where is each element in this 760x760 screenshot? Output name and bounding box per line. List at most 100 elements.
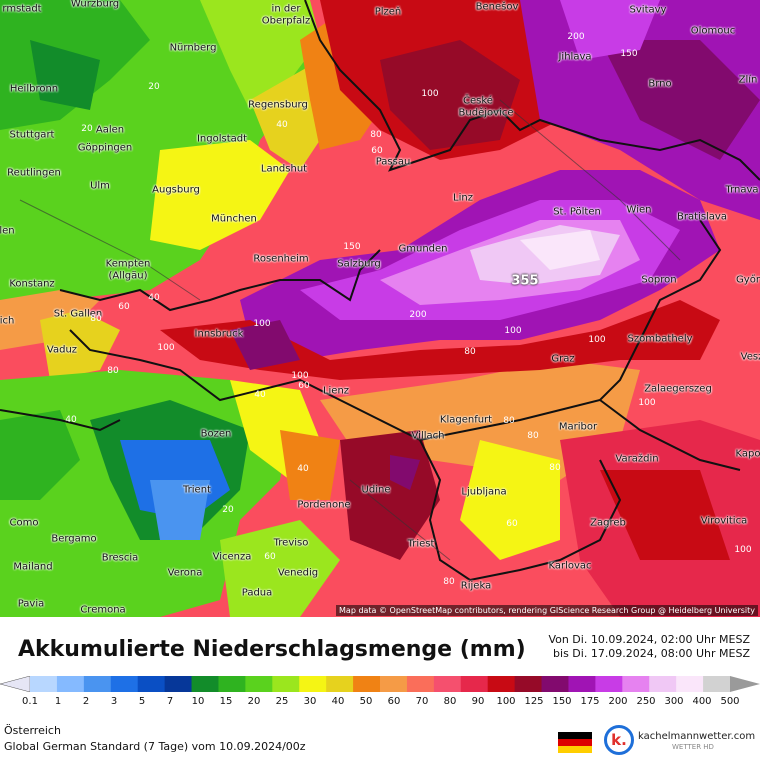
scale-swatch	[326, 676, 354, 692]
city-label: Brno	[648, 78, 672, 90]
contour-label: 100	[588, 335, 606, 345]
contour-label: 100	[291, 371, 309, 381]
city-label: Ulm	[90, 180, 110, 192]
scale-swatch	[245, 676, 273, 692]
scale-tick-label: 0.1	[22, 696, 38, 707]
scale-swatch	[433, 676, 462, 692]
city-label: Rijeka	[460, 580, 492, 592]
city-label: Passau	[375, 156, 411, 168]
contour-label: 80	[90, 314, 102, 324]
contour-label: 60	[118, 302, 130, 312]
scale-tick-label: 200	[608, 696, 628, 707]
city-label: (Allgäu)	[108, 270, 148, 282]
color-scale-bar	[0, 676, 760, 692]
scale-tick-label: 3	[110, 696, 118, 707]
scale-tick-label: 5	[138, 696, 146, 707]
contour-label: 60	[371, 146, 383, 156]
city-label: Heilbronn	[9, 83, 59, 95]
scale-swatch	[30, 676, 58, 692]
scale-swatch	[541, 676, 569, 692]
city-label: Rosenheim	[253, 253, 309, 265]
scale-swatch	[514, 676, 543, 692]
flag-stripe	[558, 746, 592, 753]
scale-arrow-left	[0, 676, 31, 692]
contour-label: 20	[81, 124, 93, 134]
contour-label: 80	[464, 347, 476, 357]
scale-arrow-right	[730, 676, 760, 692]
city-label: Pavia	[17, 598, 45, 610]
scale-swatch	[703, 676, 731, 692]
contour-label: 40	[297, 464, 309, 474]
city-label: Regensburg	[248, 99, 308, 111]
city-label: Sopron	[641, 274, 677, 286]
city-label: Vicenza	[212, 551, 252, 563]
city-label: Reutlingen	[7, 167, 61, 179]
city-label: Oberpfalz	[261, 15, 311, 27]
city-label: Maribor	[558, 421, 598, 433]
legend-title: Akkumulierte Niederschlagsmenge (mm)	[18, 637, 526, 662]
city-label: Vesz	[740, 351, 760, 363]
city-label: Svitavy	[629, 4, 667, 16]
city-label: len	[0, 225, 15, 237]
precipitation-map[interactable]: Würzburg rmstadt in der Oberpfalz Plzeň Beneš…	[0, 0, 760, 617]
period-text: Von Di. 10.09.2024, 02:00 Uhr MESZ bis D…	[548, 633, 750, 661]
city-label: Treviso	[273, 537, 309, 549]
scale-tick-label: 50	[359, 696, 373, 707]
city-label: Benešov	[475, 1, 519, 13]
city-label: Gmunden	[398, 243, 448, 255]
peak-value-label: 355	[511, 273, 539, 289]
scale-swatch	[622, 676, 650, 692]
city-label: Padua	[241, 587, 273, 599]
contour-label: 100	[421, 89, 439, 99]
city-label: in der	[271, 3, 301, 15]
flag-stripe	[558, 739, 592, 746]
scale-swatch	[218, 676, 246, 692]
scale-tick-label: 100	[496, 696, 516, 707]
contour-label: 80	[549, 463, 561, 473]
brand-name[interactable]: kachelmannwetter.com	[638, 731, 756, 742]
scale-swatch	[568, 676, 596, 692]
precipitation-field	[0, 0, 760, 617]
city-label: Trnava	[725, 184, 759, 196]
city-label: Zlín	[738, 74, 758, 86]
city-label: Venedig	[277, 567, 319, 579]
scale-tick-label: 90	[471, 696, 485, 707]
city-label: Bergamo	[51, 533, 97, 545]
city-label: Linz	[453, 192, 473, 204]
city-label: Jihlava	[558, 51, 592, 63]
city-label: Lienz	[322, 385, 350, 397]
scale-tick-label: 15	[219, 696, 233, 707]
scale-tick-label: 30	[303, 696, 317, 707]
contour-label: 100	[253, 319, 271, 329]
city-label: Aalen	[95, 124, 125, 136]
scale-tick-label: 70	[415, 696, 429, 707]
scale-tick-label: 40	[331, 696, 345, 707]
city-label: Augsburg	[152, 184, 200, 196]
city-label: Stuttgart	[9, 129, 55, 141]
kachelmann-logo-icon[interactable]: k.	[604, 725, 634, 755]
city-label: Verona	[167, 567, 203, 579]
scale-tick-label: 80	[443, 696, 457, 707]
scale-tick-label: 60	[387, 696, 401, 707]
scale-swatch	[299, 676, 327, 692]
city-label: Vaduz	[46, 344, 78, 356]
map-attribution[interactable]: Map data © OpenStreetMap contributors, r…	[336, 605, 758, 616]
city-label: Varaždin	[615, 453, 659, 465]
region-name: Österreich	[4, 724, 61, 737]
city-label: Villach	[411, 430, 445, 442]
city-label: Győr	[736, 274, 760, 286]
contour-label: 40	[65, 415, 77, 425]
contour-label: 200	[567, 32, 585, 42]
contour-label: 80	[443, 577, 455, 587]
scale-tick-label: 20	[247, 696, 261, 707]
scale-tick-label: 25	[275, 696, 289, 707]
city-label: St. Gallen	[53, 308, 103, 320]
contour-label: 60	[506, 519, 518, 529]
city-label: Karlovac	[548, 560, 592, 572]
contour-label: 100	[504, 326, 522, 336]
scale-tick-label: 175	[580, 696, 600, 707]
scale-swatch	[649, 676, 677, 692]
city-label: Kapo	[735, 448, 760, 460]
city-label: Ingolstadt	[196, 133, 248, 145]
contour-label: 40	[254, 390, 266, 400]
